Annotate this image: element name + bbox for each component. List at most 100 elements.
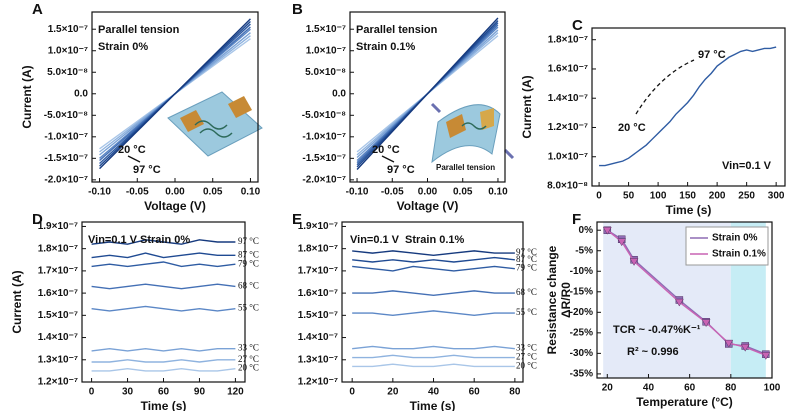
y-tick-label: 1.8×10⁻⁷ — [548, 34, 588, 45]
annotation: Parallel tension — [436, 163, 495, 172]
x-tick-label: 60 — [158, 387, 170, 398]
series-label: 55 °C — [516, 307, 537, 317]
panel-label: A — [32, 1, 43, 18]
annotation: 97 °C — [133, 164, 161, 176]
x-axis-label: Voltage (V) — [144, 199, 206, 213]
series-line — [91, 283, 236, 290]
annotation: Vin=0.1 V — [722, 160, 772, 172]
x-tick-label: -0.05 — [381, 187, 404, 198]
marker — [602, 226, 612, 235]
y-tick-label: -1.5×10⁻⁷ — [302, 153, 346, 164]
y-tick-label: 0.0 — [332, 88, 346, 99]
y-tick-label: -5.0×10⁻⁸ — [302, 110, 346, 121]
series-line — [352, 363, 515, 368]
x-tick-label: 0.10 — [488, 187, 508, 198]
annotation: Strain 0.1% — [356, 41, 416, 53]
y-tick-label: 0.0 — [74, 88, 88, 99]
annotation: 20 °C — [372, 144, 400, 156]
y-tick-label: 5.0×10⁻⁸ — [47, 67, 88, 78]
x-tick-label: 0.00 — [418, 187, 438, 198]
x-tick-label: 0.05 — [453, 187, 473, 198]
panel-label: C — [572, 17, 583, 34]
plot-frame — [591, 27, 786, 187]
series-label: 68 °C — [516, 287, 537, 297]
x-tick-label: 20 — [387, 387, 399, 398]
inset-device-b — [430, 102, 515, 164]
series-line — [356, 17, 499, 170]
series-label: 27 °C — [516, 352, 537, 362]
y-tick-label: 1.7×10⁻⁷ — [38, 266, 78, 277]
annotation: Vin=0.1 V — [350, 234, 400, 246]
x-tick-label: 50 — [623, 191, 635, 202]
plot-frame — [341, 221, 524, 383]
y-tick-label: 0% — [579, 225, 594, 236]
x-tick-label: 40 — [428, 387, 440, 398]
y-tick-label: -5% — [575, 245, 593, 256]
series-line — [91, 252, 236, 259]
x-tick-label: 0 — [89, 387, 95, 398]
x-tick-label: 0 — [596, 191, 602, 202]
series-line — [352, 310, 515, 317]
y-tick-label: -10% — [570, 266, 593, 277]
x-tick-label: 250 — [738, 191, 755, 202]
y-tick-label: -1.0×10⁻⁷ — [302, 131, 346, 142]
x-tick-label: 300 — [768, 191, 785, 202]
x-tick-label: -0.10 — [346, 187, 369, 198]
annotation: Parallel tension — [356, 24, 438, 36]
y-tick-label: -15% — [570, 286, 593, 297]
marker — [617, 238, 627, 247]
y-tick-label: -20% — [570, 307, 593, 318]
series-line — [91, 347, 236, 352]
y-tick-label: 1.3×10⁻⁷ — [298, 354, 338, 365]
annotation: Parallel tension — [98, 24, 180, 36]
marker — [724, 339, 734, 348]
annotation: 97 °C — [387, 164, 415, 176]
x-tick-label: 120 — [227, 387, 244, 398]
marker — [701, 319, 711, 328]
series-label: 68 °C — [238, 281, 259, 291]
y-axis-label: Current (A) — [10, 270, 24, 333]
series-label: 33 °C — [238, 343, 259, 353]
y-axis-label: ΔR/R0 — [559, 282, 573, 318]
y-tick-label: 1.5×10⁻⁷ — [306, 24, 346, 35]
x-tick-label: 0.05 — [203, 187, 223, 198]
y-tick-label: 1.4×10⁻⁷ — [548, 93, 588, 104]
x-tick-label: 90 — [194, 387, 206, 398]
marker — [761, 352, 771, 360]
x-tick-label: 60 — [469, 387, 481, 398]
annotation: Strain 0.1% — [405, 234, 465, 246]
legend-box — [685, 226, 769, 266]
x-axis-label: Voltage (V) — [397, 199, 459, 213]
y-tick-label: 8.0×10⁻⁸ — [547, 181, 588, 192]
series-label: 55 °C — [238, 303, 259, 313]
annotation: R² ~ 0.996 — [627, 346, 679, 358]
y-tick-label: 1.8×10⁻⁷ — [298, 243, 338, 254]
y-tick-label: 1.2×10⁻⁷ — [298, 377, 338, 388]
x-axis-label: Time (s) — [410, 399, 456, 411]
y-tick-label: 1.6×10⁻⁷ — [548, 64, 588, 75]
y-tick-label: -5.0×10⁻⁸ — [44, 110, 88, 121]
y-tick-label: 1.2×10⁻⁷ — [548, 122, 588, 133]
arrow — [381, 155, 395, 163]
annotation: Strain 0% — [98, 41, 148, 53]
x-axis-label: Temperature (°C) — [636, 395, 733, 409]
annotation: 97 °C — [698, 49, 726, 61]
y-axis-label: Resistance change — [545, 245, 559, 354]
y-tick-label: 1.3×10⁻⁷ — [38, 354, 78, 365]
series-line — [91, 239, 236, 245]
series-line — [599, 46, 777, 167]
y-tick-label: 1.6×10⁻⁷ — [38, 288, 78, 299]
x-axis-label: Time (s) — [141, 399, 187, 411]
y-tick-label: 1.6×10⁻⁷ — [298, 288, 338, 299]
y-tick-label: 1.7×10⁻⁷ — [298, 266, 338, 277]
y-tick-label: 1.9×10⁻⁷ — [38, 221, 78, 232]
series-label: 20 °C — [238, 363, 259, 373]
x-tick-label: 0 — [349, 387, 355, 398]
x-tick-label: 0.00 — [165, 187, 185, 198]
series-line — [352, 345, 515, 350]
inset-device-a — [167, 91, 263, 157]
x-tick-label: 60 — [684, 383, 696, 394]
x-tick-label: 80 — [725, 383, 737, 394]
marker — [674, 298, 684, 307]
